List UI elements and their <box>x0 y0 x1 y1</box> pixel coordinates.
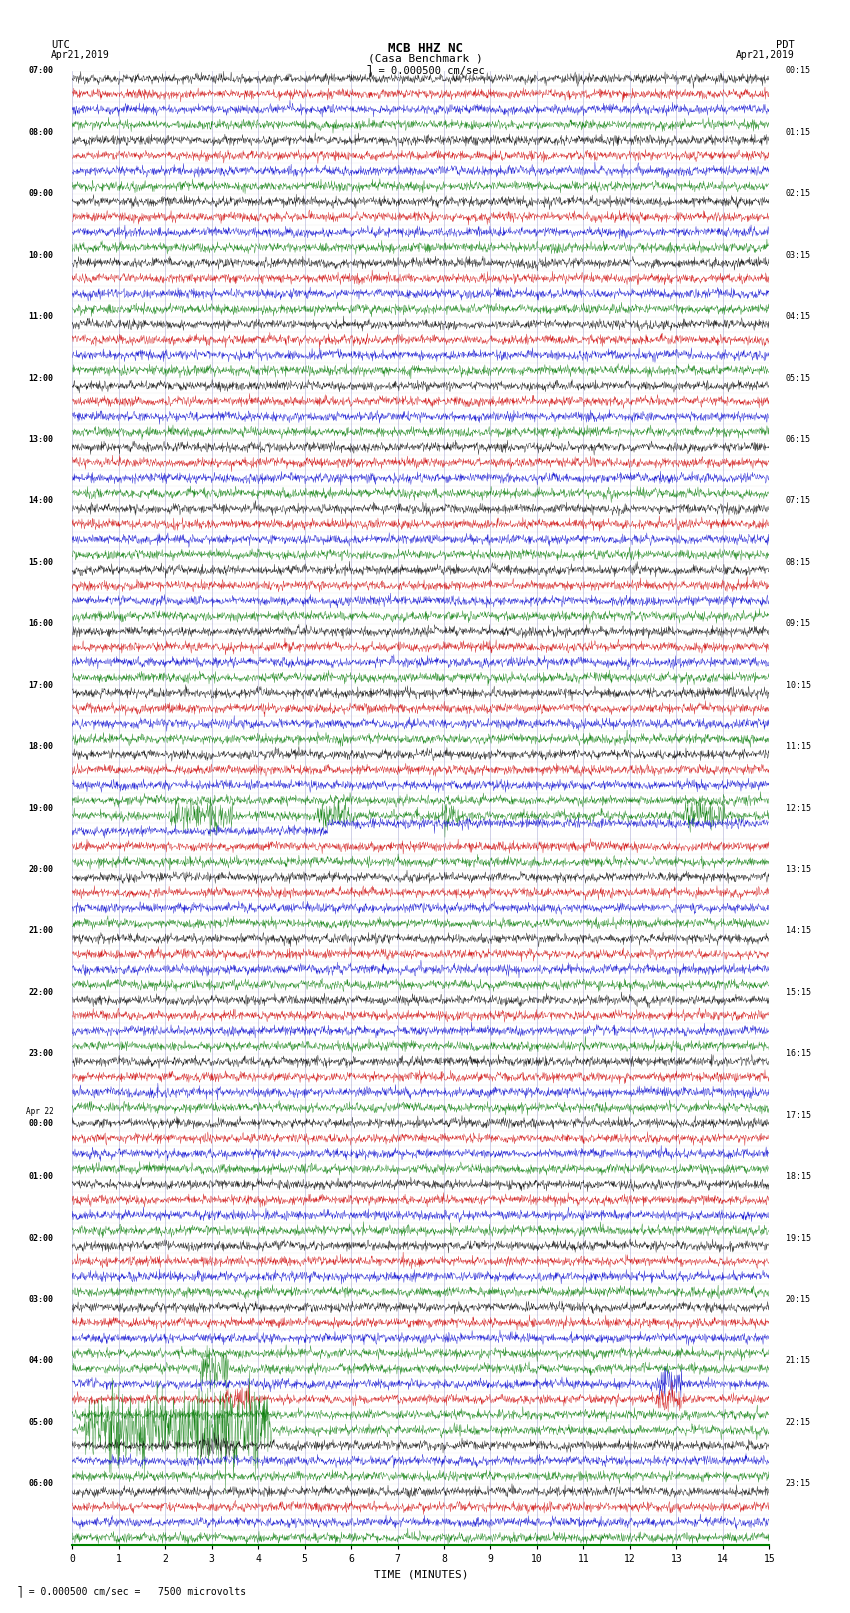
Text: 07:15: 07:15 <box>785 497 811 505</box>
Text: (Casa Benchmark ): (Casa Benchmark ) <box>367 53 483 63</box>
Text: 08:15: 08:15 <box>785 558 811 566</box>
Text: 11:15: 11:15 <box>785 742 811 752</box>
Text: 19:15: 19:15 <box>785 1234 811 1242</box>
Text: 22:00: 22:00 <box>29 987 54 997</box>
Text: 23:00: 23:00 <box>29 1050 54 1058</box>
Text: 17:00: 17:00 <box>29 681 54 690</box>
Text: 16:15: 16:15 <box>785 1050 811 1058</box>
Text: ⎤ = 0.000500 cm/sec: ⎤ = 0.000500 cm/sec <box>366 65 484 76</box>
Text: 10:00: 10:00 <box>29 250 54 260</box>
Text: 21:15: 21:15 <box>785 1357 811 1366</box>
Text: 15:15: 15:15 <box>785 987 811 997</box>
Text: 14:15: 14:15 <box>785 926 811 936</box>
Text: 12:15: 12:15 <box>785 803 811 813</box>
Text: 05:15: 05:15 <box>785 374 811 382</box>
Text: 23:15: 23:15 <box>785 1479 811 1489</box>
Text: 21:00: 21:00 <box>29 926 54 936</box>
Text: PDT: PDT <box>776 39 795 50</box>
Text: ⎤ = 0.000500 cm/sec =   7500 microvolts: ⎤ = 0.000500 cm/sec = 7500 microvolts <box>17 1586 246 1597</box>
Text: 18:00: 18:00 <box>29 742 54 752</box>
Text: 17:15: 17:15 <box>785 1111 811 1119</box>
Text: 04:00: 04:00 <box>29 1357 54 1366</box>
Text: 01:00: 01:00 <box>29 1173 54 1181</box>
Text: 02:15: 02:15 <box>785 189 811 198</box>
Text: MCB HHZ NC: MCB HHZ NC <box>388 42 462 55</box>
Text: 18:15: 18:15 <box>785 1173 811 1181</box>
Text: 15:00: 15:00 <box>29 558 54 566</box>
Text: 12:00: 12:00 <box>29 374 54 382</box>
Text: 02:00: 02:00 <box>29 1234 54 1242</box>
Text: 04:15: 04:15 <box>785 313 811 321</box>
Text: 09:00: 09:00 <box>29 189 54 198</box>
Text: 13:00: 13:00 <box>29 436 54 444</box>
Text: 16:00: 16:00 <box>29 619 54 629</box>
Text: 20:00: 20:00 <box>29 865 54 874</box>
Text: Apr 22: Apr 22 <box>26 1107 54 1116</box>
Text: 03:15: 03:15 <box>785 250 811 260</box>
X-axis label: TIME (MINUTES): TIME (MINUTES) <box>373 1569 468 1579</box>
Text: UTC: UTC <box>51 39 70 50</box>
Text: 06:15: 06:15 <box>785 436 811 444</box>
Text: 08:00: 08:00 <box>29 127 54 137</box>
Text: 11:00: 11:00 <box>29 313 54 321</box>
Text: 06:00: 06:00 <box>29 1479 54 1489</box>
Text: 13:15: 13:15 <box>785 865 811 874</box>
Text: 20:15: 20:15 <box>785 1295 811 1303</box>
Text: 03:00: 03:00 <box>29 1295 54 1303</box>
Text: 10:15: 10:15 <box>785 681 811 690</box>
Text: Apr21,2019: Apr21,2019 <box>51 50 110 60</box>
Text: 09:15: 09:15 <box>785 619 811 629</box>
Text: 01:15: 01:15 <box>785 127 811 137</box>
Text: 00:15: 00:15 <box>785 66 811 76</box>
Text: 07:00: 07:00 <box>29 66 54 76</box>
Text: 22:15: 22:15 <box>785 1418 811 1428</box>
Text: 19:00: 19:00 <box>29 803 54 813</box>
Text: Apr21,2019: Apr21,2019 <box>736 50 795 60</box>
Text: 14:00: 14:00 <box>29 497 54 505</box>
Text: 00:00: 00:00 <box>29 1119 54 1127</box>
Text: 05:00: 05:00 <box>29 1418 54 1428</box>
